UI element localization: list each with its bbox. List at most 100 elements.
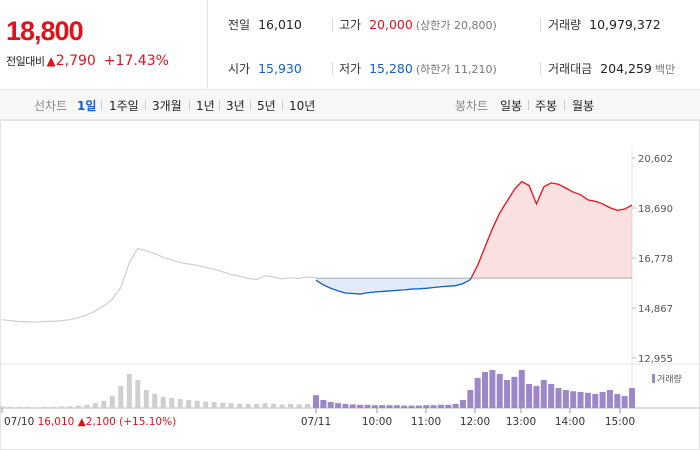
up-area-fill bbox=[471, 181, 632, 279]
volume-bar bbox=[533, 386, 540, 408]
volume-bar bbox=[577, 392, 584, 408]
volume-bar bbox=[430, 405, 437, 408]
divider bbox=[564, 100, 565, 110]
volume-bar bbox=[320, 400, 327, 408]
volume-bar bbox=[379, 405, 386, 408]
period-1w[interactable]: 1주일 bbox=[109, 99, 139, 113]
volume-bar bbox=[245, 404, 251, 408]
amount-unit: 백만 bbox=[654, 63, 676, 76]
x-tick-label: 11:00 bbox=[411, 416, 441, 428]
volume-bar bbox=[327, 402, 334, 408]
volume-bar bbox=[474, 378, 481, 408]
volume-bar bbox=[313, 395, 319, 408]
volume-bar bbox=[401, 405, 408, 408]
stat-amount: 거래대금 204,259 백만 bbox=[548, 60, 675, 77]
price-chart-svg[interactable]: 20,602 18,690 16,778 14,867 12,955 07/11 10:0… bbox=[0, 120, 700, 450]
volume-bar bbox=[203, 401, 209, 408]
volume-bar bbox=[496, 374, 503, 408]
volume-bar bbox=[518, 370, 525, 408]
candle-daily[interactable]: 일봉 bbox=[500, 99, 523, 113]
volume-bar bbox=[621, 396, 628, 408]
volume-bar bbox=[143, 390, 149, 408]
volume-bar bbox=[584, 392, 591, 408]
volume-bar bbox=[41, 406, 47, 408]
volume-bar bbox=[357, 404, 364, 408]
lower-limit: (하한가 11,210) bbox=[415, 63, 497, 76]
divider bbox=[540, 62, 541, 76]
x-tick-label: 12:00 bbox=[460, 416, 490, 428]
period-3y[interactable]: 3년 bbox=[226, 99, 245, 113]
volume-bar bbox=[305, 404, 311, 408]
volume-bar bbox=[177, 399, 183, 408]
volume-bar bbox=[109, 396, 115, 408]
stat-volume: 거래량 10,979,372 bbox=[548, 16, 661, 33]
price-change: 전일대비 ▲2,790 +17.43% bbox=[6, 53, 169, 69]
price-chart[interactable]: 20,602 18,690 16,778 14,867 12,955 07/11 10:0… bbox=[0, 120, 700, 450]
volume-bar bbox=[570, 391, 577, 408]
divider bbox=[145, 100, 146, 110]
volume-bar bbox=[237, 403, 243, 408]
stat-label: 전일 bbox=[228, 18, 251, 32]
stat-low: 저가 15,280 (하한가 11,210) bbox=[339, 60, 497, 77]
x-tick-label: 14:00 bbox=[555, 416, 585, 428]
volume-bar bbox=[415, 405, 422, 408]
volume-bar bbox=[75, 405, 81, 408]
candle-weekly[interactable]: 주봉 bbox=[535, 99, 558, 113]
volume-bar bbox=[211, 402, 217, 408]
stat-label: 시가 bbox=[228, 62, 251, 76]
current-price: 18,800 bbox=[6, 16, 84, 46]
volume-bar bbox=[92, 403, 98, 408]
volume-bar bbox=[452, 404, 459, 408]
volume-bar bbox=[118, 386, 124, 408]
period-5y[interactable]: 5년 bbox=[257, 99, 276, 113]
volume-bar bbox=[629, 388, 635, 408]
up-triangle-icon: ▲ bbox=[46, 54, 56, 68]
volume-bar bbox=[262, 403, 268, 408]
period-1y[interactable]: 1년 bbox=[196, 99, 215, 113]
stat-high: 고가 20,000 (상한가 20,800) bbox=[339, 16, 497, 33]
current-price-box: 18,800 전일대비 ▲2,790 +17.43% bbox=[0, 0, 208, 89]
volume-bar bbox=[84, 404, 90, 408]
x-tick-label: 07/11 bbox=[301, 416, 331, 428]
y-tick-label: 16,778 bbox=[638, 254, 673, 265]
upper-limit: (상한가 20,800) bbox=[415, 19, 497, 32]
volume-bar bbox=[562, 390, 569, 408]
volume-bar bbox=[599, 392, 606, 408]
volume-bar bbox=[467, 390, 474, 408]
volume-bar bbox=[288, 404, 294, 408]
y-tick-label: 12,955 bbox=[638, 354, 673, 365]
prev-day-series-line bbox=[1, 247, 317, 323]
volume-legend-label: 거래량 bbox=[657, 373, 682, 385]
volume-bar bbox=[371, 405, 378, 408]
period-1d[interactable]: 1일 bbox=[77, 99, 97, 113]
period-3m[interactable]: 3개월 bbox=[152, 99, 182, 113]
volume-bar bbox=[606, 390, 613, 408]
volume-bar bbox=[296, 404, 302, 408]
volume-bar bbox=[504, 380, 511, 408]
volume-bar bbox=[24, 406, 30, 408]
volume-bar bbox=[279, 404, 285, 408]
stat-label: 저가 bbox=[339, 62, 362, 76]
volume-bar bbox=[526, 384, 533, 408]
candle-chart-label: 봉차트 bbox=[455, 99, 489, 113]
volume-bar bbox=[335, 403, 342, 408]
divider bbox=[282, 100, 283, 110]
stat-value: 15,930 bbox=[258, 61, 302, 76]
down-area-fill bbox=[316, 278, 472, 295]
x-tick-label: 13:00 bbox=[506, 416, 536, 428]
x-tick-label: 10:00 bbox=[362, 416, 392, 428]
y-tick-label: 14,867 bbox=[638, 304, 673, 315]
stat-label: 거래대금 bbox=[548, 62, 593, 76]
volume-bar bbox=[186, 400, 192, 408]
candle-monthly[interactable]: 월봉 bbox=[572, 99, 595, 113]
volume-bar bbox=[614, 394, 621, 408]
volume-bar bbox=[482, 372, 489, 408]
volume-bar bbox=[592, 394, 599, 408]
volume-bar bbox=[101, 400, 107, 408]
volume-bar bbox=[194, 400, 200, 408]
volume-bar bbox=[58, 406, 64, 408]
change-percent: +17.43% bbox=[103, 53, 169, 69]
stat-value: 10,979,372 bbox=[589, 17, 661, 32]
period-10y[interactable]: 10년 bbox=[289, 99, 316, 113]
